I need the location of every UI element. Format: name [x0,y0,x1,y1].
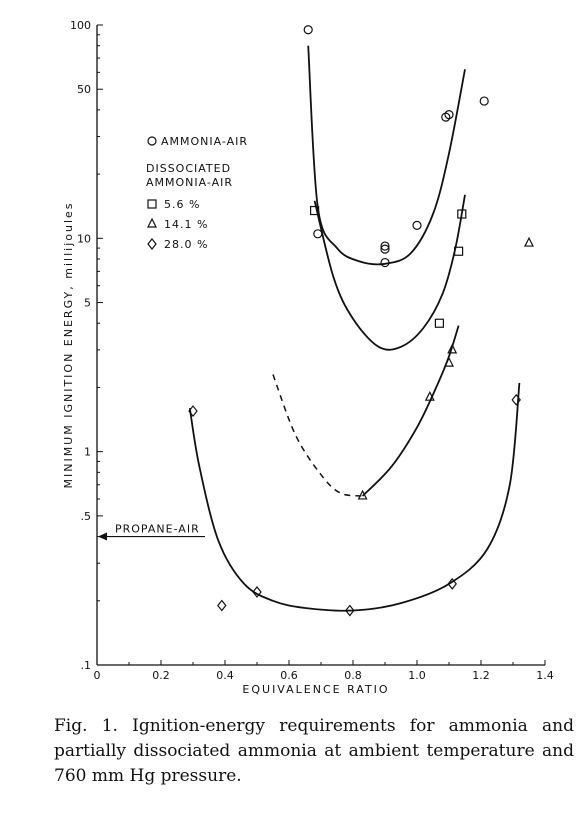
y-tick-label: 100 [70,19,91,32]
series-4-point [447,577,457,590]
y-tick-label: 50 [77,83,91,96]
legend-marker-triangle [147,217,157,228]
series-2-curve [313,194,466,351]
series-3-dashed-curve [272,374,363,497]
chart-markers [188,25,534,617]
propane-air-arrowhead [98,532,107,541]
x-axis-label: EQUIVALENCE RATIO [242,683,389,696]
y-tick-label: .5 [81,510,92,523]
legend-label-diamond: 28.0 % [164,238,208,251]
legend-marker-diamond [147,238,157,250]
legend-label-square: 5.6 % [164,198,200,211]
legend-title-line-1: DISSOCIATED [146,162,231,175]
series-4-point [188,405,198,418]
series-1-point [479,96,489,106]
series-3-point [424,390,435,401]
propane-air-label: PROPANE-AIR [115,523,200,536]
x-tick-label: 1.4 [536,669,554,682]
series-2-point [454,246,464,256]
series-3-point [524,236,534,247]
legend-marker-ammonia-air [147,136,157,146]
series-1-curve [307,45,466,266]
series-1-point [313,229,323,239]
y-tick-label: 1 [84,446,91,459]
chart-curves [188,45,521,612]
series-3-point [444,356,454,367]
x-tick-label: 0.2 [152,669,170,682]
series-3-curve [361,325,460,497]
series-3-point [447,343,458,354]
series-4-point [217,599,227,612]
y-tick-label: 5 [84,297,91,310]
chart-axes: 100 50 10 5 1 .5 .10 0.2 0.4 0.6 0.8 1.0 1.2 1.4 EQUIV… [62,19,554,696]
series-1-point [444,110,454,120]
legend-title-line-2: AMMONIA-AIR [146,176,233,189]
series-4-curve [188,382,521,612]
series-1-point [412,220,422,230]
legend-label-triangle: 14.1 % [164,218,208,231]
chart-labels: PROPANE-AIR [98,523,205,541]
series-2-point [457,209,467,219]
series-4-point [252,585,262,598]
x-tick-label: 1.0 [408,669,426,682]
series-1-point [380,244,390,254]
series-4-point [511,393,521,406]
series-1-point [380,241,390,251]
series-2-point [310,205,320,216]
x-tick-label: 0.6 [280,669,298,682]
series-1-point [303,25,313,35]
y-axis-label: MINIMUM IGNITION ENERGY, millijoules [62,201,75,488]
x-tick-label: 0 [94,669,101,682]
series-1-point [380,257,390,268]
x-tick-label: 0.8 [344,669,362,682]
y-tick-label: .1 [81,659,92,672]
series-3-point [357,489,368,500]
series-4-point [345,604,355,617]
x-tick-label: 1.2 [472,669,490,682]
y-tick-label: 10 [77,232,91,245]
series-2-point [434,318,444,328]
legend-marker-square [147,199,157,209]
x-tick-label: 0.4 [216,669,234,682]
figure-caption: Fig. 1. Ignition-energy requirements for… [54,716,574,786]
legend-label-ammonia-air: AMMONIA-AIR [161,135,248,148]
